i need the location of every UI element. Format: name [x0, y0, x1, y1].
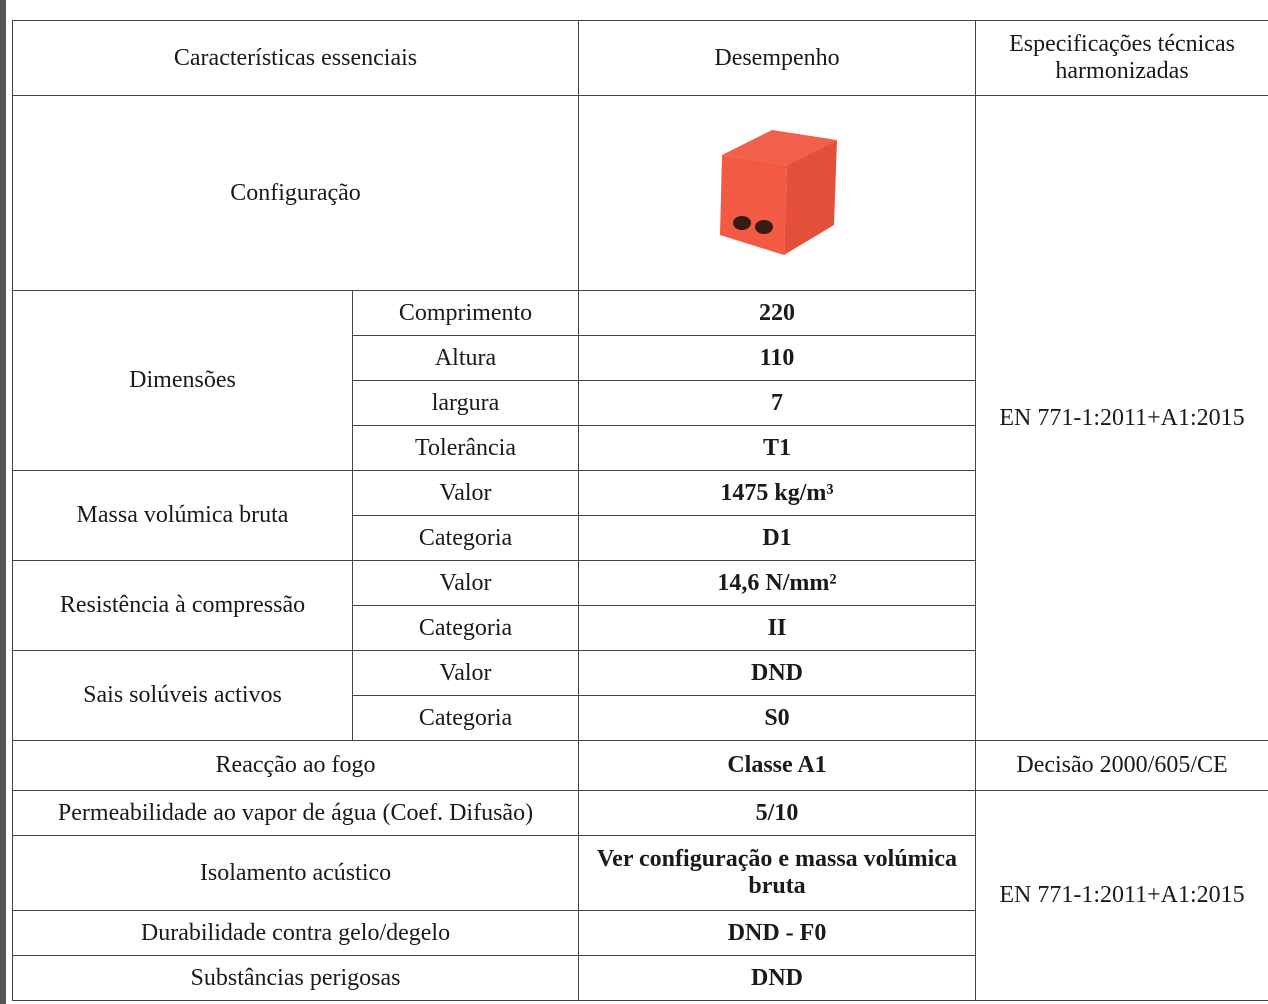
value-cell: S0 [578, 695, 977, 741]
edge-bar [0, 0, 6, 1004]
row: Categoria D1 [13, 515, 1268, 561]
sub-label: Altura [351, 335, 580, 381]
value-cell: 7 [578, 380, 977, 426]
row: Categoria II [13, 605, 1268, 651]
label-cell: Reacção ao fogo [11, 740, 580, 791]
row: Massa volúmica bruta Valor 1475 kg/m³ [12, 470, 1268, 561]
value-cell: DND - F0 [578, 910, 977, 956]
label-cell: Configuração [11, 95, 580, 291]
sub-label: Valor [351, 560, 580, 606]
table-body: Características essenciais Desempenho Es… [11, 20, 1268, 1001]
row: Permeabilidade ao vapor de água (Coef. D… [11, 790, 1268, 1001]
group-label: Resistência à compressão [12, 560, 353, 651]
row: Dimensões Comprimento 220 [12, 290, 1268, 471]
image-cell [578, 95, 977, 291]
value-cell: Ver configuração e massa volúmica bruta [578, 835, 977, 911]
value-cell: 110 [578, 335, 977, 381]
value-cell: T1 [578, 425, 977, 471]
row: Isolamento acústico Ver configuração e ma… [11, 835, 1268, 911]
value-cell: D1 [578, 515, 977, 561]
row: Categoria S0 [13, 695, 1268, 741]
label-cell: Durabilidade contra gelo/degelo [11, 910, 580, 956]
row: Sais solúveis activos Valor DND [12, 650, 1268, 741]
sub-label: largura [351, 380, 580, 426]
spec-table: Características essenciais Desempenho Es… [11, 20, 1268, 1001]
header-row: Características essenciais Desempenho Es… [11, 20, 1268, 96]
group-label: Massa volúmica bruta [12, 470, 353, 561]
label-cell: Permeabilidade ao vapor de água (Coef. D… [11, 790, 580, 836]
value-cell: 220 [578, 290, 977, 336]
config-row: Configuração EN 771-1:2011+A1:2015 [11, 95, 1268, 741]
spec-cell: EN 771-1:2011+A1:2015 [975, 95, 1268, 741]
label-cell: Substâncias perigosas [11, 955, 580, 1001]
label-cell: Isolamento acústico [11, 835, 580, 911]
header-cell: Especificações técnicas harmonizadas [975, 20, 1268, 96]
value-cell: 1475 kg/m³ [578, 470, 977, 516]
header-cell: Características essenciais [11, 20, 580, 96]
value-cell: 14,6 N/mm² [578, 560, 977, 606]
value-cell: DND [578, 650, 977, 696]
sub-label: Comprimento [351, 290, 580, 336]
row: Altura 110 [13, 335, 1268, 381]
group-label: Sais solúveis activos [12, 650, 353, 741]
sub-label: Valor [351, 470, 580, 516]
spec-cell: Decisão 2000/605/CE [975, 740, 1268, 791]
sub-label: Categoria [351, 605, 580, 651]
spec-cell: EN 771-1:2011+A1:2015 [975, 790, 1268, 1001]
group-label: Dimensões [12, 290, 353, 471]
value-cell: DND [578, 955, 977, 1001]
value-cell: 5/10 [578, 790, 977, 836]
row: Substâncias perigosas DND [11, 955, 1268, 1001]
value-cell: II [578, 605, 977, 651]
row: Reacção ao fogo Classe A1 Decisão 2000/605… [11, 740, 1268, 791]
sub-label: Valor [351, 650, 580, 696]
row: Durabilidade contra gelo/degelo DND - F0 [11, 910, 1268, 956]
row: largura 7 [13, 380, 1268, 426]
sub-label: Tolerância [351, 425, 580, 471]
value-cell: Classe A1 [578, 740, 977, 791]
row: Tolerância T1 [13, 425, 1268, 471]
sub-label: Categoria [351, 515, 580, 561]
header-cell: Desempenho [578, 20, 977, 96]
sub-label: Categoria [351, 695, 580, 741]
brick-image [720, 129, 838, 255]
